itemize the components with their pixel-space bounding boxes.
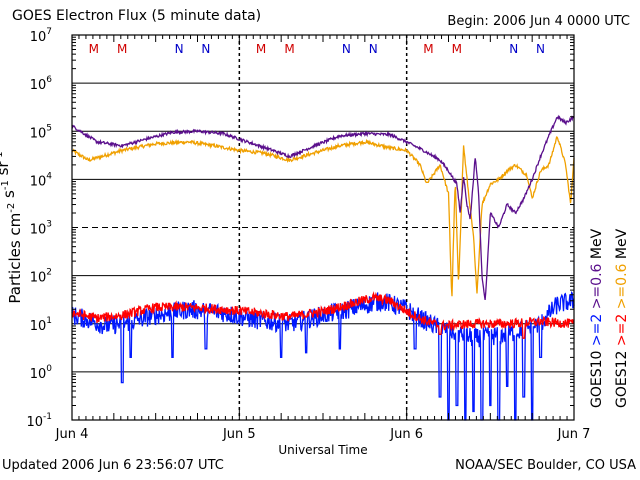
legend-column: GOES12 >=2 >=0.6 MeV: [614, 228, 630, 408]
series-line-goes10-2-mev: [71, 290, 575, 421]
y-tick-label: 103: [30, 220, 52, 238]
x-tick-label: Jun 5: [222, 427, 256, 442]
y-tick-label: 102: [30, 268, 52, 286]
local-time-marker-noon: N: [175, 42, 184, 56]
y-tick-label: 100: [30, 364, 53, 382]
series-line-goes12-2-mev: [71, 291, 575, 339]
local-time-marker-midnight: M: [117, 42, 127, 56]
legend-entry: >=0.6: [589, 263, 605, 313]
y-tick-label: 106: [30, 75, 53, 93]
legend-entry: >=0.6: [614, 263, 630, 313]
local-time-marker-midnight: M: [423, 42, 433, 56]
legend-entry: >=2: [589, 314, 605, 351]
legend-entry: GOES12: [614, 351, 630, 408]
y-axis-label: Particles cm-2 s-1 sr-1: [0, 151, 24, 303]
series-line-goes12-0-6-mev: [71, 136, 575, 297]
legend-column: GOES10 >=2 >=0.6 MeV: [589, 228, 605, 408]
source-credit: NOAA/SEC Boulder, CO USA: [455, 458, 636, 473]
local-time-marker-noon: N: [369, 42, 378, 56]
local-time-marker-noon: N: [342, 42, 351, 56]
series-line-goes10-0-6-mev: [71, 114, 575, 300]
local-time-marker-noon: N: [201, 42, 210, 56]
begin-time: Begin: 2006 Jun 4 0000 UTC: [447, 14, 630, 29]
local-time-marker-midnight: M: [89, 42, 99, 56]
legend-entry: >=2: [614, 314, 630, 351]
y-tick-label: 10-1: [26, 412, 52, 430]
y-tick-label: 105: [30, 123, 52, 141]
x-tick-label: Jun 7: [557, 427, 591, 442]
legend-entry: MeV: [589, 228, 605, 263]
local-time-marker-noon: N: [536, 42, 545, 56]
legend-entry: MeV: [614, 228, 630, 263]
local-time-marker-midnight: M: [284, 42, 294, 56]
y-tick-label: 101: [30, 316, 52, 334]
chart-title: GOES Electron Flux (5 minute data): [12, 8, 262, 24]
local-time-marker-midnight: M: [452, 42, 462, 56]
updated-timestamp: Updated 2006 Jun 6 23:56:07 UTC: [2, 458, 224, 473]
y-tick-label: 104: [30, 171, 53, 189]
local-time-marker-midnight: M: [256, 42, 266, 56]
local-time-marker-noon: N: [509, 42, 518, 56]
x-axis-label: Universal Time: [278, 443, 367, 457]
x-tick-label: Jun 4: [55, 427, 89, 442]
x-tick-label: Jun 6: [389, 427, 423, 442]
y-tick-label: 107: [30, 27, 52, 45]
legend-entry: GOES10: [589, 351, 605, 408]
